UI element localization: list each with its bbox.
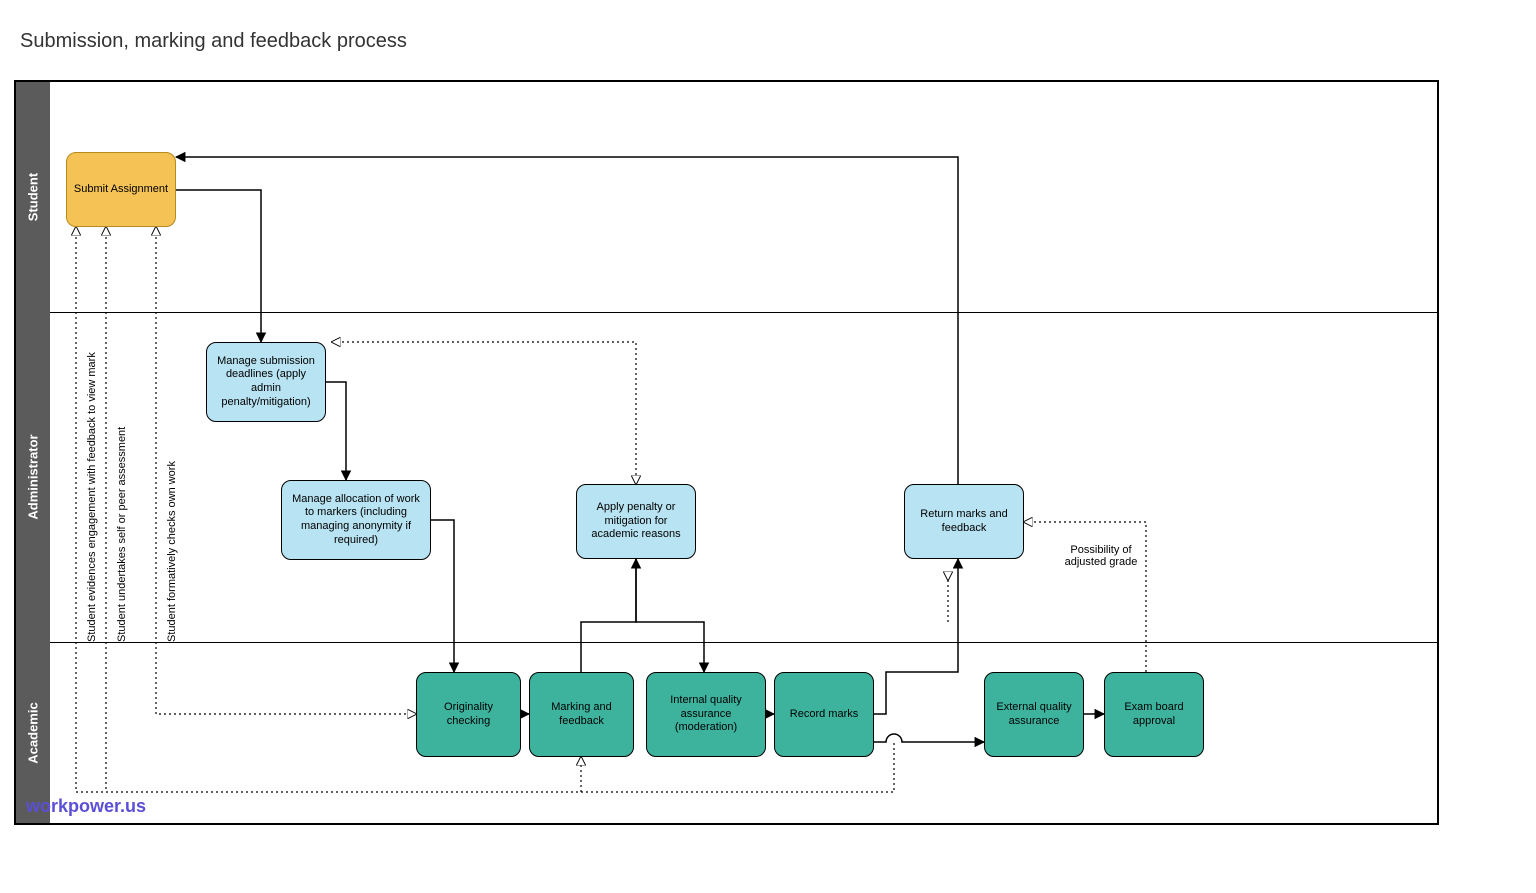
vtext-self-peer: Student undertakes self or peer assessme… — [116, 427, 128, 642]
node-submit-assignment: Submit Assignment — [66, 152, 176, 227]
note-adjusted-grade: Possibility of adjusted grade — [1051, 544, 1151, 568]
node-originality-checking: Originality checking — [416, 672, 521, 757]
node-exam-board: Exam board approval — [1104, 672, 1204, 757]
page-title: Submission, marking and feedback process — [20, 30, 407, 53]
node-manage-deadlines: Manage submission deadlines (apply admin… — [206, 342, 326, 422]
lane-label: Academic — [26, 702, 41, 763]
lane-divider — [50, 642, 1437, 643]
node-internal-qa: Internal quality assurance (moderation) — [646, 672, 766, 757]
watermark: workpower.us — [26, 796, 146, 817]
lane-student: Student — [16, 82, 50, 312]
vtext-formative: Student formatively checks own work — [166, 461, 178, 642]
lane-administrator: Administrator — [16, 312, 50, 642]
node-record-marks: Record marks — [774, 672, 874, 757]
node-marking-feedback: Marking and feedback — [529, 672, 634, 757]
lane-label: Student — [26, 173, 41, 221]
swimlane-diagram: Student Administrator Academic Submit As… — [14, 80, 1439, 825]
node-return-marks: Return marks and feedback — [904, 484, 1024, 559]
vtext-engagement: Student evidences engagement with feedba… — [86, 352, 98, 642]
node-external-qa: External quality assurance — [984, 672, 1084, 757]
lane-divider — [50, 312, 1437, 313]
node-apply-penalty: Apply penalty or mitigation for academic… — [576, 484, 696, 559]
lane-label: Administrator — [26, 434, 41, 519]
node-manage-allocation: Manage allocation of work to markers (in… — [281, 480, 431, 560]
